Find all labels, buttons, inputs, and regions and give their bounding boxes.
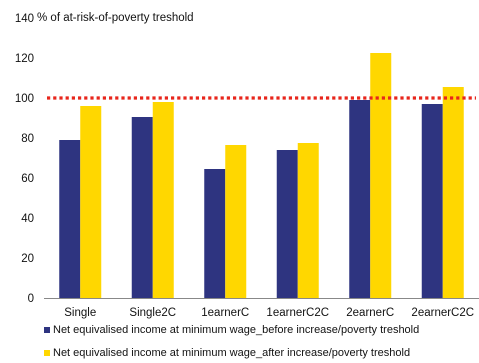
x-axis-category-labels: Single Single2C 1earnerC 1earnerC2C 2earnerC…: [64, 307, 474, 319]
bar-before: [349, 100, 371, 298]
x-category-label: Single: [64, 307, 96, 319]
x-category-label: 1earnerC2C: [266, 307, 329, 319]
bar-before: [276, 150, 298, 298]
legend-swatch: [44, 350, 50, 356]
bar-after: [297, 143, 319, 298]
x-category-label: 2earnerC: [346, 307, 394, 319]
legend-label: Net equivalised income at minimum wage_b…: [53, 324, 419, 336]
y-tick-label: 0: [28, 293, 34, 305]
y-tick-label: 80: [21, 133, 34, 145]
bar-after: [225, 145, 247, 298]
bar-before: [421, 104, 443, 298]
y-axis-label: % of at-risk-of-poverty treshold: [37, 12, 194, 24]
y-tick-label: 120: [15, 53, 34, 65]
y-tick-label: 140: [15, 13, 34, 25]
legend: Net equivalised income at minimum wage_b…: [44, 324, 419, 359]
bar-after: [442, 87, 464, 298]
bars: [59, 53, 464, 298]
x-category-label: 1earnerC: [201, 307, 249, 319]
x-category-label: Single2C: [129, 307, 176, 319]
bar-after: [370, 53, 392, 298]
y-tick-label: 100: [15, 93, 34, 105]
bar-before: [131, 117, 153, 298]
bar-after: [152, 102, 174, 298]
legend-swatch: [44, 327, 50, 333]
x-category-label: 2earnerC2C: [411, 307, 474, 319]
y-tick-label: 20: [21, 253, 34, 265]
y-tick-label: 60: [21, 173, 34, 185]
y-tick-label: 40: [21, 213, 34, 225]
legend-label: Net equivalised income at minimum wage_a…: [53, 347, 410, 359]
bar-before: [204, 169, 226, 298]
bar-after: [80, 106, 102, 298]
y-axis-ticks: 0 20 40 60 80 100 120 140: [15, 13, 34, 305]
bar-before: [59, 140, 81, 298]
